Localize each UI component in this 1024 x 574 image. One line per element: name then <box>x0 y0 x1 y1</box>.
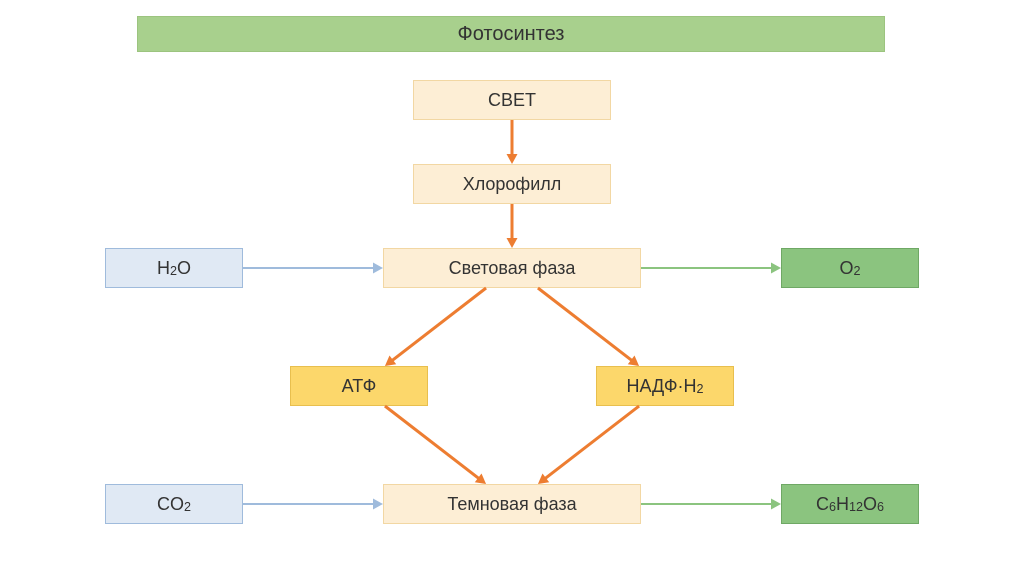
arrow-head-light-atp <box>385 356 396 366</box>
arrow-line-atp-dark <box>385 406 479 479</box>
node-svet: СВЕТ <box>413 80 611 120</box>
node-nadph: НАДФ·Н2 <box>596 366 734 406</box>
arrow-head-light-nadph <box>628 356 639 366</box>
node-c6h12o6: C6H12O6 <box>781 484 919 524</box>
arrow-head-h2o-light <box>373 263 383 274</box>
node-dark: Темновая фаза <box>383 484 641 524</box>
arrow-line-nadph-dark <box>545 406 639 479</box>
node-atp: АТФ <box>290 366 428 406</box>
arrow-head-nadph-dark <box>538 474 549 484</box>
node-chloro: Хлорофилл <box>413 164 611 204</box>
arrow-head-dark-c6h12o6 <box>771 499 781 510</box>
title-bar: Фотосинтез <box>137 16 885 52</box>
arrow-head-atp-dark <box>475 474 486 484</box>
arrow-head-svet-chloro <box>507 154 518 164</box>
arrow-line-light-nadph <box>538 288 632 361</box>
node-o2: O2 <box>781 248 919 288</box>
arrow-line-light-atp <box>392 288 486 361</box>
node-co2: CO2 <box>105 484 243 524</box>
arrow-head-light-o2 <box>771 263 781 274</box>
node-light: Световая фаза <box>383 248 641 288</box>
node-h2o: Н2O <box>105 248 243 288</box>
arrow-head-co2-dark <box>373 499 383 510</box>
arrow-head-chloro-light <box>507 238 518 248</box>
